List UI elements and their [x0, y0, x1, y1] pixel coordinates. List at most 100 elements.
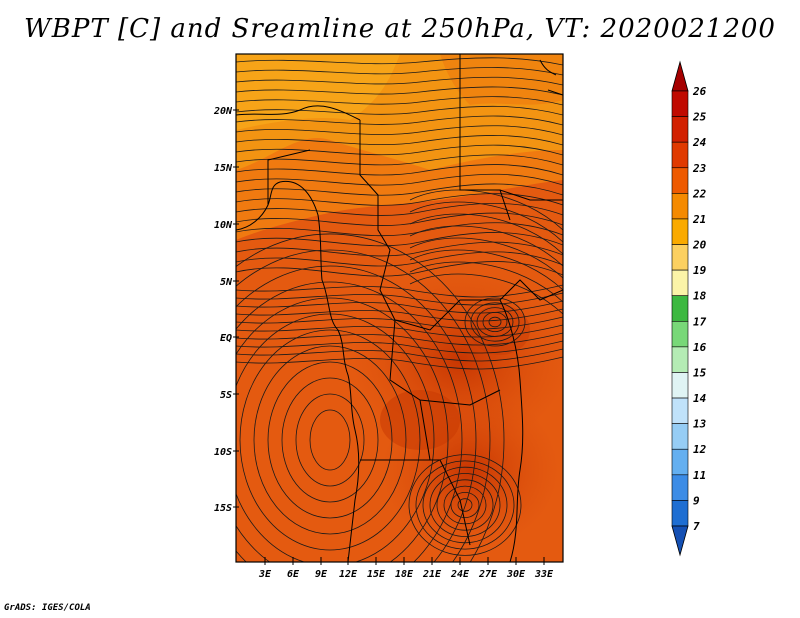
colorbar-swatch [671, 193, 689, 220]
streamline [236, 348, 563, 362]
streamline [236, 193, 563, 206]
streamline [236, 292, 563, 306]
colorbar-label: 15 [693, 366, 707, 379]
colorbar-swatch [671, 346, 689, 373]
streamline [409, 225, 563, 267]
lat-label: 10S [214, 447, 232, 458]
streamline [409, 261, 563, 303]
colorbar-label: 25 [692, 111, 707, 124]
streamline [236, 281, 463, 562]
colorbar-label: 19 [693, 264, 707, 277]
streamline [281, 377, 379, 503]
streamline [409, 189, 563, 231]
colorbar-swatch [671, 423, 689, 450]
lat-label: 5N [220, 277, 233, 288]
lon-label: 12E [339, 569, 358, 580]
streamline [236, 57, 563, 66]
wbpt-shading [236, 54, 563, 562]
lat-label: 15S [214, 503, 232, 514]
grads-credit: GrADS: IGES/COLA [4, 603, 91, 613]
streamline [239, 329, 421, 551]
streamline [236, 173, 563, 186]
colorbar-label: 18 [693, 290, 707, 303]
streamline [253, 345, 407, 535]
colorbar-swatch [671, 295, 689, 322]
streamline [457, 498, 473, 512]
colorbar-swatch [671, 474, 689, 501]
streamline [236, 67, 563, 76]
streamline [482, 312, 508, 332]
colorbar-label: 11 [693, 469, 706, 482]
colorbar-swatch [671, 90, 689, 117]
colorbar-swatch [671, 372, 689, 399]
colorbar: 26 25 24 23 22 21 20 19 18 17 16 15 14 13 12 11 9 7 [671, 60, 707, 557]
streamline [236, 297, 449, 562]
streamline [409, 237, 563, 279]
streamline [470, 302, 520, 342]
colorbar-label: 7 [693, 520, 700, 533]
streamline [415, 460, 515, 550]
streamline [236, 135, 563, 146]
colorbar-swatch [671, 218, 689, 245]
streamline [236, 144, 563, 156]
colorbar-swatch [671, 244, 689, 271]
streamline [236, 251, 563, 267]
colorbar-label: 17 [693, 315, 707, 328]
lon-label: 24E [450, 569, 470, 580]
streamline [236, 356, 563, 370]
colorbar-swatch [671, 269, 689, 297]
colorbar-swatch [671, 167, 689, 194]
streamline [464, 297, 526, 347]
colorbar-cap-bottom [671, 525, 689, 557]
colorbar-label: 20 [692, 239, 707, 252]
streamline [236, 115, 563, 126]
colorbar-label: 21 [692, 213, 706, 226]
colorbar-swatch [671, 500, 689, 527]
colorbar-swatch [671, 320, 689, 348]
streamline [236, 340, 563, 354]
streamline [409, 273, 563, 315]
lat-label: 5S [220, 390, 232, 401]
lon-label: 9E [315, 569, 328, 580]
lon-label: 18E [395, 569, 414, 580]
colorbar-label: 9 [693, 494, 700, 507]
colorbar-swatch [671, 448, 689, 476]
streamline [236, 164, 563, 176]
lon-label: 21E [422, 569, 442, 580]
streamline [236, 241, 563, 257]
coastlines [236, 54, 563, 562]
colorbar-label: 26 [692, 85, 707, 98]
streamline [236, 125, 563, 136]
lat-label: 15N [214, 163, 233, 174]
streamline [236, 265, 477, 562]
lat-axis: 20N 15N 10N 5N EQ 5S 10S 15S [213, 106, 239, 514]
streamline [409, 249, 563, 291]
colorbar-label: 16 [693, 341, 707, 354]
streamline [409, 213, 563, 255]
streamline [236, 233, 505, 562]
colorbar-label: 13 [693, 418, 707, 431]
streamline [236, 313, 435, 562]
streamline [422, 466, 508, 544]
streamline [267, 361, 393, 519]
lon-axis: 3E 6E 9E 12E 15E 18E 21E 24E 27E 30E 33E [258, 557, 554, 580]
streamline [236, 154, 563, 166]
lon-label: 15E [367, 569, 386, 580]
lon-label: 27E [478, 569, 498, 580]
colorbar-label: 14 [693, 392, 707, 405]
colorbar-swatch [671, 141, 689, 169]
streamline [436, 479, 494, 531]
streamline [236, 249, 491, 562]
streamlines [236, 57, 563, 562]
streamline [295, 393, 365, 487]
streamline [236, 284, 563, 298]
streamline [236, 76, 563, 86]
colorbar-label: 24 [692, 136, 707, 149]
lat-label: EQ [220, 333, 232, 344]
lat-label: 10N [214, 220, 233, 231]
streamline [236, 86, 563, 96]
lat-label: 20N [213, 106, 233, 117]
streamline [488, 316, 502, 328]
chart-title: WBPT [C] and Sreamline at 250hPa, VT: 20… [24, 14, 776, 44]
